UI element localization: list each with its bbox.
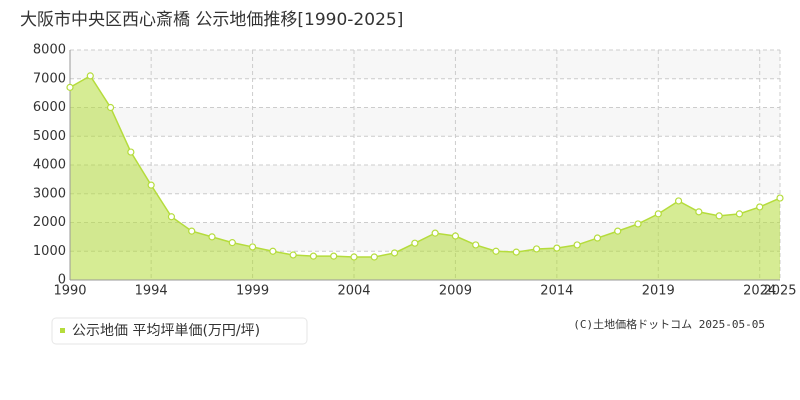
point — [208, 233, 216, 241]
x-tick-label: 1990 — [53, 284, 86, 299]
point — [573, 241, 581, 249]
point — [66, 83, 74, 91]
grid-band — [70, 107, 780, 137]
y-tick-label: 3000 — [33, 186, 66, 201]
x-tick-label: 2014 — [540, 284, 573, 299]
y-tick-label: 1000 — [33, 244, 66, 259]
point — [532, 245, 541, 253]
legend-box — [51, 317, 308, 345]
point — [127, 148, 135, 156]
area — [70, 75, 780, 280]
x-tick-label: 1999 — [236, 284, 269, 299]
point — [695, 208, 703, 216]
grid-band — [70, 50, 780, 79]
line — [69, 74, 781, 258]
point — [512, 248, 520, 256]
x-tick-label: 2004 — [337, 284, 370, 299]
point — [289, 251, 297, 259]
point — [593, 234, 602, 242]
point — [167, 213, 176, 221]
legend-label: 公示地価 平均坪単価(万円/坪) — [72, 323, 260, 339]
point — [390, 249, 399, 257]
y-tick-label: 6000 — [33, 100, 66, 115]
point — [634, 220, 642, 228]
point — [472, 241, 480, 249]
y-tick-label: 5000 — [33, 129, 66, 144]
point — [188, 227, 196, 235]
y-tick-label: 4000 — [33, 158, 66, 173]
point — [411, 239, 419, 247]
point — [350, 253, 358, 261]
point — [269, 247, 277, 255]
chart-title: 大阪市中央区西心斎橋 公示地価推移[1990-2025] — [20, 10, 403, 30]
point — [614, 227, 622, 235]
point — [451, 232, 460, 240]
point — [553, 244, 561, 252]
x-tick-label: 2019 — [642, 284, 675, 299]
y-tick-label: 2000 — [33, 215, 66, 230]
point — [147, 181, 155, 189]
point — [106, 103, 115, 112]
point — [309, 252, 318, 260]
y-tick-label: 8000 — [33, 43, 66, 58]
point — [776, 194, 784, 202]
point — [248, 243, 257, 251]
point — [86, 72, 94, 80]
x-tick-label: 2025 — [763, 284, 796, 299]
x-tick-label: 1994 — [135, 284, 168, 299]
x-tick-label: 2009 — [439, 284, 472, 299]
credit: (C)土地価格ドットコム 2025-05-05 — [573, 317, 765, 331]
point — [756, 203, 764, 211]
x-tick-label: 2024 — [743, 284, 776, 299]
grid-band — [70, 165, 780, 194]
point — [715, 212, 723, 220]
point — [654, 210, 662, 218]
point — [492, 247, 500, 255]
point — [370, 253, 378, 261]
point — [330, 252, 338, 260]
point — [228, 239, 236, 247]
point — [674, 197, 683, 205]
legend-swatch — [60, 328, 65, 333]
point — [735, 210, 744, 218]
y-tick-label: 7000 — [33, 71, 66, 86]
point — [431, 229, 439, 237]
y-tick-label: 0 — [58, 273, 66, 288]
